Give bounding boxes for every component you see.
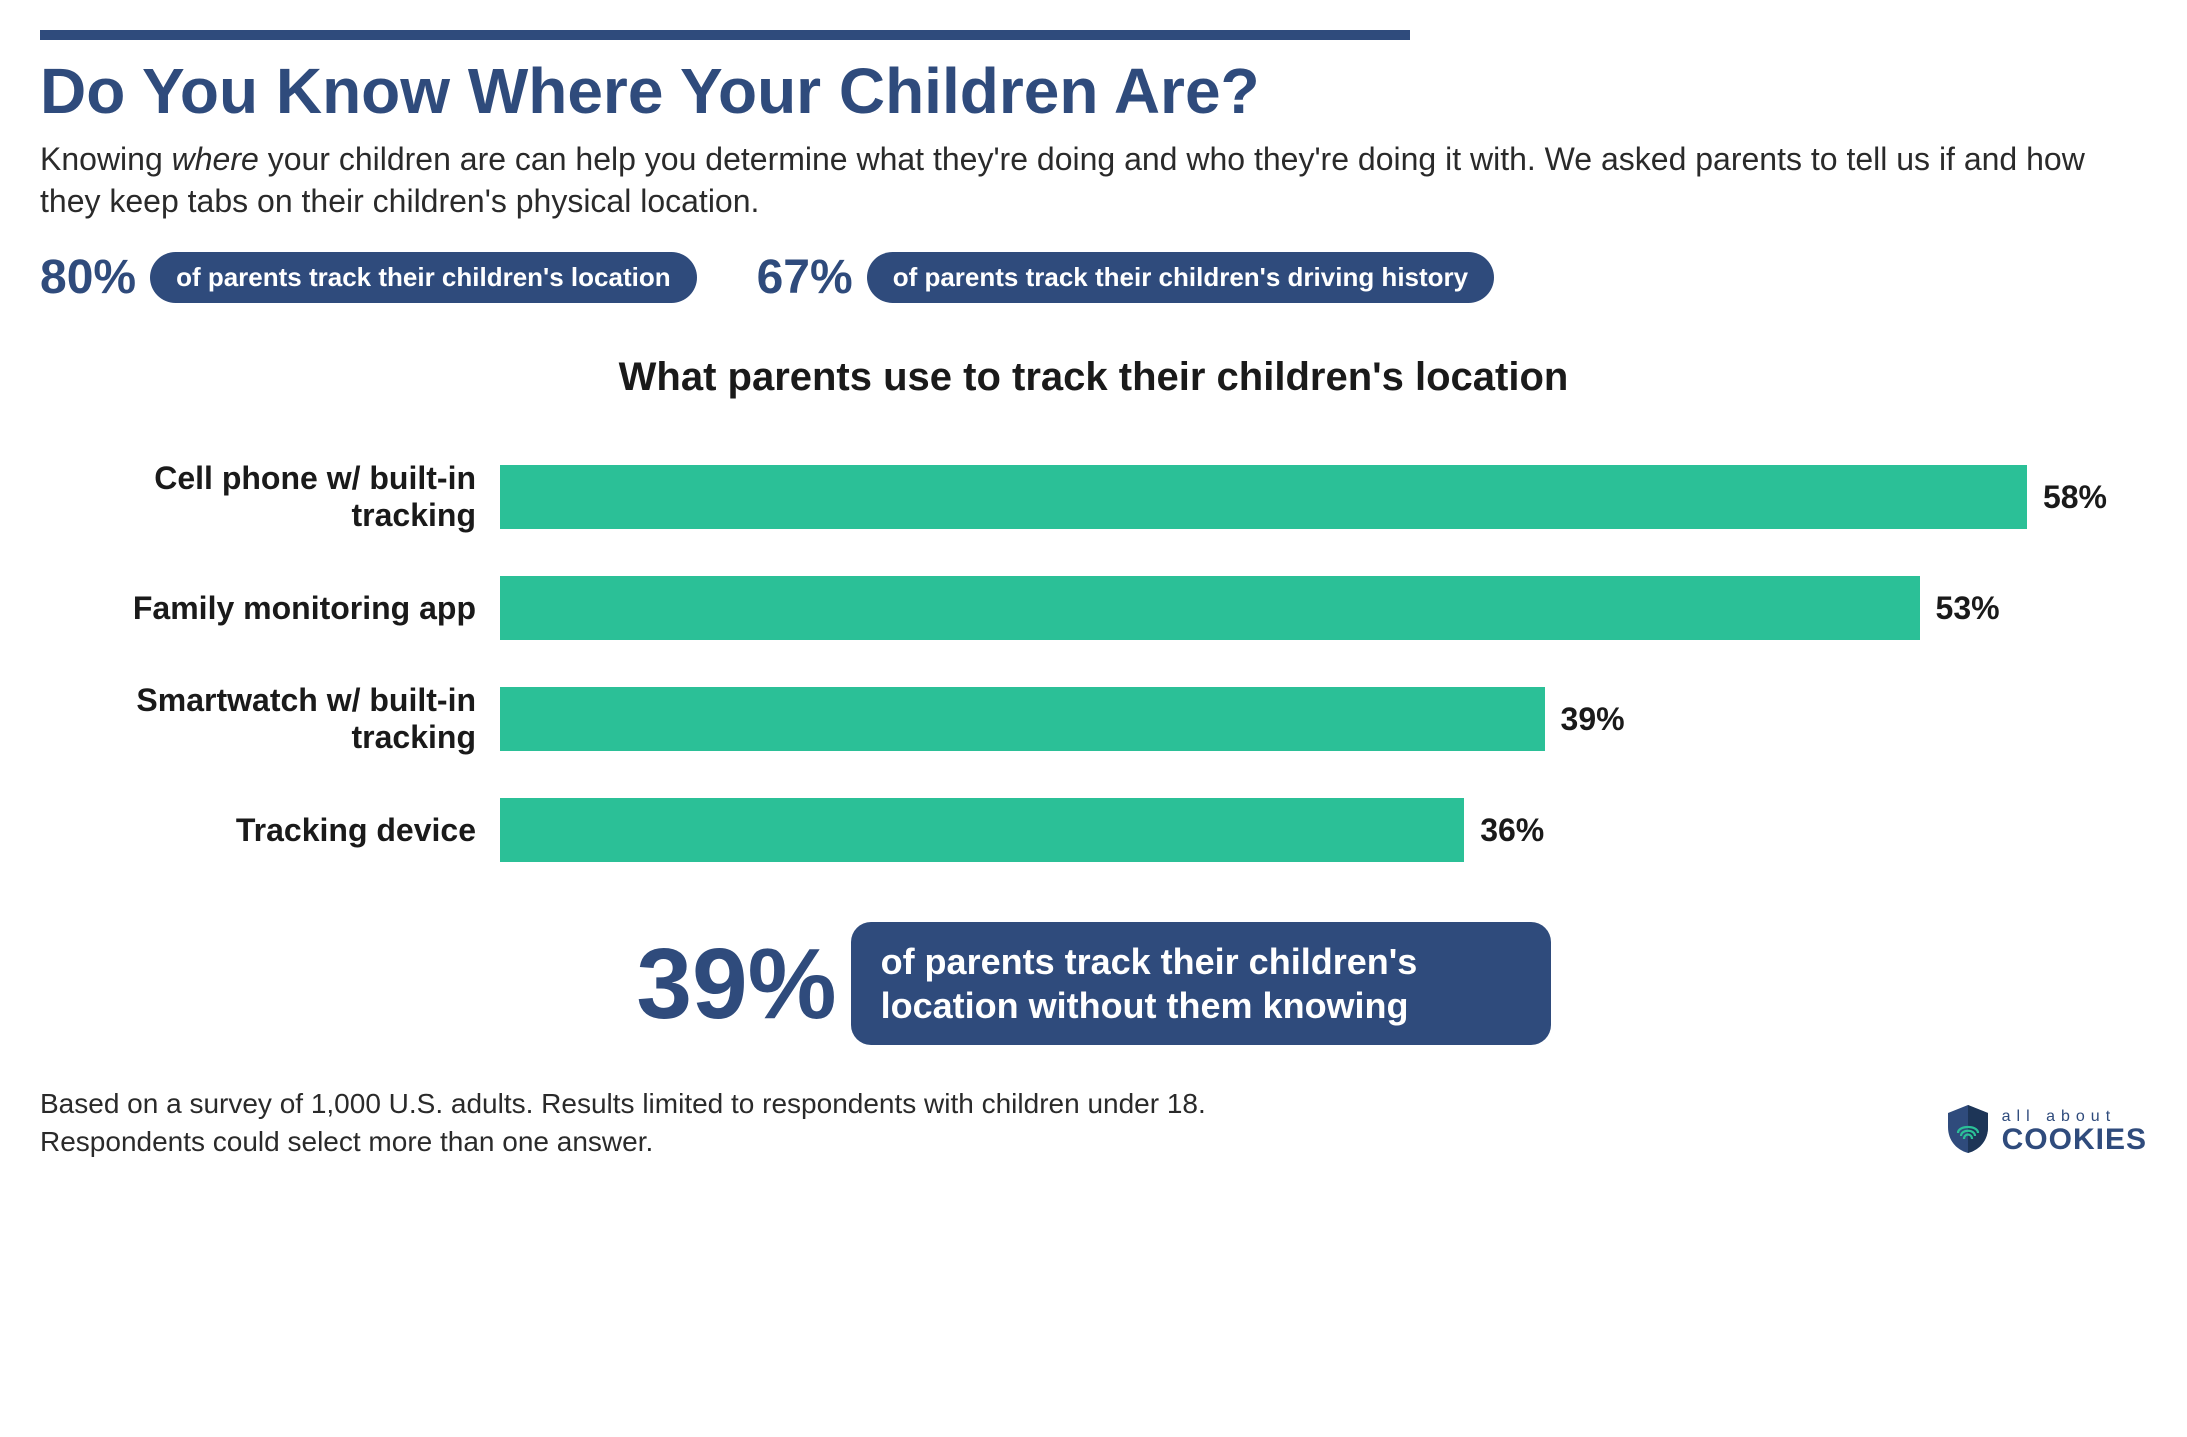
bar [500,687,1545,751]
bar [500,576,1920,640]
bottom-stat: 39% of parents track their children's lo… [40,922,2147,1044]
bar-label: Cell phone w/ built-in tracking [40,460,500,534]
stat-driving: 67% of parents track their children's dr… [757,250,1495,305]
bar-chart: Cell phone w/ built-in tracking 58% Family… [40,460,2147,862]
stat-location: 80% of parents track their children's lo… [40,250,697,305]
footer-row: Based on a survey of 1,000 U.S. adults. … [40,1085,2147,1161]
bar-track: 58% [500,465,2107,529]
bar [500,798,1464,862]
stat-pct: 80% [40,250,136,305]
infographic-container: Do You Know Where Your Children Are? Kno… [40,30,2147,1160]
bar-value: 53% [1936,590,2000,627]
bar-value: 39% [1561,701,1625,738]
bar-label: Tracking device [40,812,500,849]
brand-logo: all about COOKIES [1944,1103,2147,1160]
stat-pill: of parents track their children's drivin… [867,252,1494,303]
bar-value: 58% [2043,479,2107,516]
bar-label: Family monitoring app [40,590,500,627]
bar-label: Smartwatch w/ built-in tracking [40,682,500,756]
subtitle-pre: Knowing [40,141,172,177]
logo-bottom: COOKIES [2002,1125,2147,1155]
page-title: Do You Know Where Your Children Are? [40,58,2147,125]
bar-track: 53% [500,576,2107,640]
stat-pill: of parents track their children's locati… [150,252,697,303]
subtitle-post: your children are can help you determine… [40,141,2085,219]
bar-value: 36% [1480,812,1544,849]
subtitle: Knowing where your children are can help… [40,139,2147,222]
top-rule [40,30,1410,40]
bar-track: 36% [500,798,2107,862]
top-stats-row: 80% of parents track their children's lo… [40,250,2147,305]
bottom-pill: of parents track their children's locati… [851,922,1551,1044]
chart-title: What parents use to track their children… [40,355,2147,400]
subtitle-em: where [172,141,259,177]
bottom-pct: 39% [636,934,836,1034]
logo-text: all about COOKIES [2002,1109,2147,1155]
footnote: Based on a survey of 1,000 U.S. adults. … [40,1085,1340,1161]
bar-track: 39% [500,687,2107,751]
shield-icon [1944,1103,1992,1160]
bar [500,465,2027,529]
stat-pct: 67% [757,250,853,305]
